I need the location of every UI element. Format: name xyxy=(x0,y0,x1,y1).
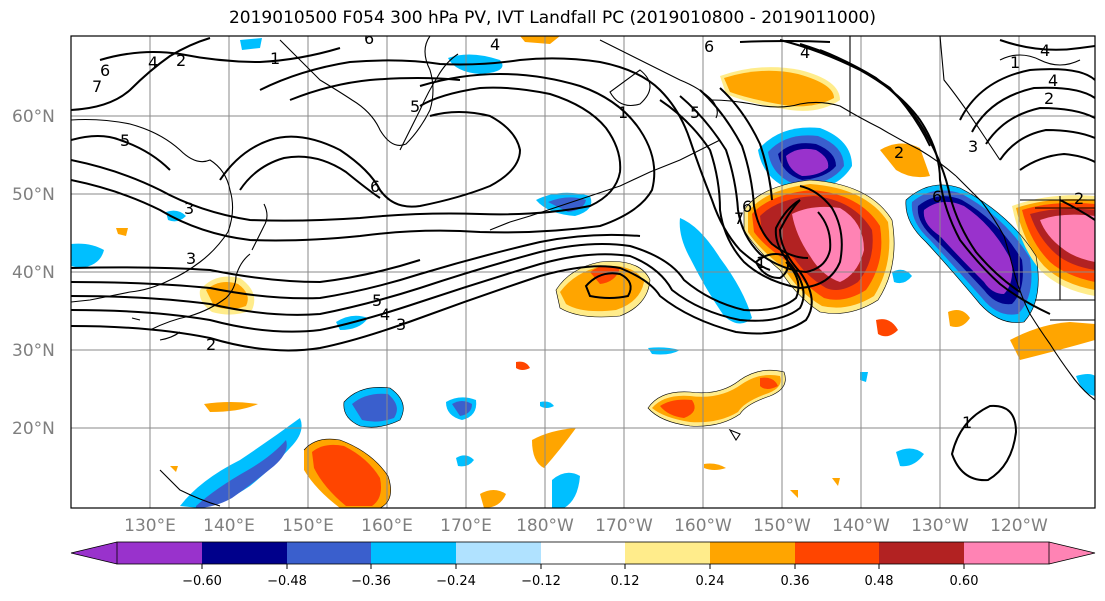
contour-label: 1 xyxy=(756,253,766,272)
contour-label: 6 xyxy=(742,197,752,216)
lat-label: 50°N xyxy=(12,185,55,205)
contour-label: 5 xyxy=(120,131,130,150)
contour-label: 1 xyxy=(962,413,972,432)
lon-label: 130°E xyxy=(124,516,176,536)
contour-label: 5 xyxy=(372,291,382,310)
lat-label: 20°N xyxy=(12,419,55,439)
contour-label: 4 xyxy=(1040,41,1050,60)
contour-label: 4 xyxy=(800,43,810,62)
contour-label: 6 xyxy=(364,29,374,48)
lon-label: 180°W xyxy=(516,516,574,536)
colorbar-segment xyxy=(541,542,625,564)
colorbar: −0.60 −0.48 −0.36 −0.24 −0.12 0.12 0.24 … xyxy=(70,541,1096,589)
colorbar-segment xyxy=(964,542,1049,564)
colorbar-extend-max xyxy=(1049,542,1095,564)
lon-label: 130°W xyxy=(911,516,969,536)
shading-outlines xyxy=(303,179,1039,508)
colorbar-segment xyxy=(371,542,456,564)
lon-label: 140°E xyxy=(203,516,255,536)
contour-label: 2 xyxy=(1044,89,1054,108)
lat-label: 30°N xyxy=(12,341,55,361)
map-title: 2019010500 F054 300 hPa PV, IVT Landfall… xyxy=(228,8,876,28)
colorbar-segment xyxy=(625,542,710,564)
colorbar-segment xyxy=(456,542,541,564)
colorbar-segment xyxy=(795,542,879,564)
contour-label: 4 xyxy=(380,305,390,324)
colorbar-tick-label: −0.60 xyxy=(182,574,222,589)
contour-label: 6 xyxy=(932,187,942,206)
colorbar-tick-label: 0.36 xyxy=(781,574,810,589)
contour-label: 6 xyxy=(704,37,714,56)
contour-label: 2 xyxy=(206,335,216,354)
lon-label: 160°E xyxy=(361,516,413,536)
colorbar-segment xyxy=(117,542,202,564)
lon-label: 150°W xyxy=(753,516,811,536)
colorbar-tick-label: 0.12 xyxy=(611,574,640,589)
contour-label: 7 xyxy=(734,209,744,228)
contour-label: 2 xyxy=(894,143,904,162)
contour-label: 4 xyxy=(148,53,158,72)
gridlines xyxy=(71,36,1095,508)
contour-label: 2 xyxy=(1074,189,1084,208)
lon-label: 170°W xyxy=(595,516,653,536)
colorbar-segment xyxy=(710,542,795,564)
lon-label: 160°W xyxy=(674,516,732,536)
lon-label: 170°E xyxy=(440,516,492,536)
contour-label: 3 xyxy=(968,137,978,156)
contour-label: 2 xyxy=(176,51,186,70)
longitude-labels: 130°E 140°E 150°E 160°E 170°E 180°W 170°… xyxy=(124,516,1048,536)
lon-label: 150°E xyxy=(282,516,334,536)
lat-label: 60°N xyxy=(12,107,55,127)
contour-label: 6 xyxy=(370,177,380,196)
colorbar-segment xyxy=(287,542,371,564)
colorbar-segment xyxy=(202,542,287,564)
contour-label: 5 xyxy=(410,97,420,116)
colorbar-tick-label: −0.24 xyxy=(436,574,476,589)
contour-label: 4 xyxy=(490,35,500,54)
lon-label: 120°W xyxy=(990,516,1048,536)
colorbar-tick-label: 0.48 xyxy=(865,574,894,589)
coastlines xyxy=(71,36,1095,507)
colorbar-segment xyxy=(879,542,964,564)
contour-label: 6 xyxy=(100,61,110,80)
colorbar-tick-label: 0.24 xyxy=(696,574,725,589)
contour-label: 1 xyxy=(618,103,628,122)
map-frame xyxy=(70,35,1096,509)
contour-label: 5 xyxy=(690,103,700,122)
pv-contours xyxy=(71,37,1095,482)
contour-label: 1 xyxy=(1010,53,1020,72)
contour-labels: 6 7 5 3 4 2 1 6 4 5 6 3 5 4 3 2 1 5 6 1 … xyxy=(92,29,1084,432)
colorbar-extend-min xyxy=(71,542,117,564)
contour-label: 3 xyxy=(186,249,196,268)
contour-label: 3 xyxy=(184,199,194,218)
colorbar-tick-label: −0.48 xyxy=(267,574,307,589)
colorbar-tick-label: −0.12 xyxy=(521,574,561,589)
colorbar-tick-label: −0.36 xyxy=(351,574,391,589)
contour-label: 4 xyxy=(1048,71,1058,90)
contour-label: 3 xyxy=(396,315,406,334)
colorbar-tick-label: 0.60 xyxy=(950,574,979,589)
contour-label: 7 xyxy=(92,77,102,96)
lon-label: 140°W xyxy=(832,516,890,536)
latitude-labels: 60°N 50°N 40°N 30°N 20°N xyxy=(12,107,55,439)
lat-label: 40°N xyxy=(12,263,55,283)
contour-label: 1 xyxy=(270,49,280,68)
